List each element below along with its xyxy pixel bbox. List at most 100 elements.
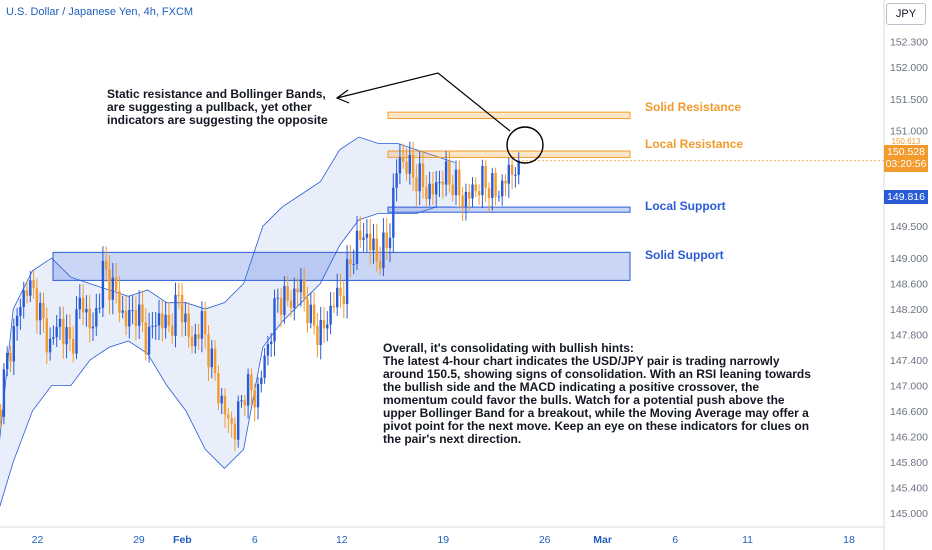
price-tick-label: 146.600 [890, 406, 928, 418]
candle-body [39, 302, 42, 321]
candle-body [451, 184, 454, 196]
candle-body [131, 310, 134, 312]
candle-body [448, 161, 451, 185]
candle-body [303, 279, 306, 299]
candle-body [88, 308, 91, 329]
candle-body [72, 338, 75, 354]
candle-body [398, 157, 402, 174]
callout-arrowhead [335, 89, 350, 104]
candle-body [12, 326, 15, 362]
time-tick-label: 22 [32, 534, 44, 546]
candle-body [461, 195, 464, 207]
candle-body [326, 324, 329, 329]
time-tick-label: Mar [593, 534, 612, 546]
candle-body [319, 319, 322, 346]
candle-body [177, 294, 180, 296]
candle-body [352, 263, 355, 265]
price-tick-label: 148.600 [890, 279, 928, 291]
bottom-annotation-line: pivot point for the next move. Keep an e… [383, 419, 810, 433]
candle-body [184, 313, 187, 323]
price-tick-label: 146.200 [890, 432, 928, 444]
candle-body [296, 288, 299, 293]
candle-body [58, 318, 62, 327]
candle-body [246, 374, 250, 406]
bottom-annotation-line: around 150.5, showing signs of consolida… [383, 367, 811, 381]
candle-body [25, 290, 29, 296]
candle-body [441, 181, 444, 185]
symbol-title[interactable]: U.S. Dollar / Japanese Yen, 4h, FXCM [6, 6, 194, 18]
callout-arrow-line [336, 72, 511, 132]
candle-body [408, 154, 411, 174]
candle-body [471, 184, 474, 199]
candle-body [141, 304, 144, 323]
candle-body [243, 400, 246, 406]
bottom-annotation-line: upper Bollinger Band for a breakout, whi… [383, 406, 809, 420]
candle-body [342, 295, 345, 305]
candle-body [425, 187, 428, 200]
candle-body [237, 401, 240, 440]
top-annotation: Static resistance and Bollinger Bands, ar… [107, 88, 328, 127]
candle-body [385, 232, 388, 249]
candle-body [151, 325, 154, 327]
solid-support-zone [52, 251, 631, 281]
candle-body [213, 348, 217, 374]
candle-body [418, 163, 421, 192]
candle-body [35, 288, 39, 321]
candle-body [42, 302, 45, 319]
candle-body [382, 232, 385, 269]
candle-body [372, 238, 375, 251]
candle-body [293, 288, 296, 308]
candle-body [263, 355, 266, 378]
candle-body [332, 305, 336, 308]
top-annotation-line: indicators are suggesting the opposite [107, 113, 328, 127]
candle-body [484, 166, 487, 188]
candle-body [378, 260, 382, 269]
candle-body [283, 285, 286, 315]
candle-body [227, 414, 230, 419]
time-tick-label: 12 [336, 534, 348, 546]
candle-body [180, 294, 184, 323]
candle-body [0, 409, 2, 417]
bottom-annotation-line: momentum could favor the bulls. Watch fo… [383, 393, 785, 407]
candle-body [306, 298, 309, 324]
bollinger-lower-band [0, 206, 455, 508]
candle-body [477, 191, 481, 196]
candle-body [309, 304, 312, 324]
price-tick-label: 147.400 [890, 355, 928, 367]
candle-body [345, 259, 349, 305]
candle-body [32, 280, 35, 289]
candle-body [19, 307, 22, 316]
candle-body [147, 326, 151, 355]
candle-body [9, 353, 12, 362]
candle-body [81, 297, 85, 313]
candle-body [395, 173, 398, 188]
bottom-annotation-line: The latest 4-hour chart indicates the US… [383, 354, 780, 368]
time-tick-label: 11 [742, 534, 753, 546]
candle-body [75, 309, 78, 354]
candle-body [454, 169, 458, 196]
candle-body [369, 233, 372, 251]
candle-body [464, 191, 468, 207]
candle-body [223, 395, 227, 415]
candle-body [504, 180, 507, 184]
candle-body [329, 305, 332, 325]
candle-body [375, 238, 378, 261]
currency-button[interactable]: JPY [886, 3, 926, 25]
candle-body [402, 157, 405, 162]
candle-body [468, 191, 471, 199]
candle-body [144, 322, 147, 355]
candle-body [230, 418, 233, 424]
bar-countdown: 03:20:56 [885, 158, 927, 170]
candle-body [253, 390, 256, 408]
candle-body [438, 181, 441, 183]
candle-body [210, 348, 213, 368]
candle-body [138, 304, 141, 326]
price-tick-label: 152.000 [890, 62, 928, 74]
candle-body [6, 353, 9, 370]
candle-body [435, 182, 438, 195]
candle-body [279, 297, 283, 315]
candle-body [45, 318, 48, 353]
callout-circle [506, 126, 544, 164]
price-tick-label: 147.000 [890, 381, 928, 393]
